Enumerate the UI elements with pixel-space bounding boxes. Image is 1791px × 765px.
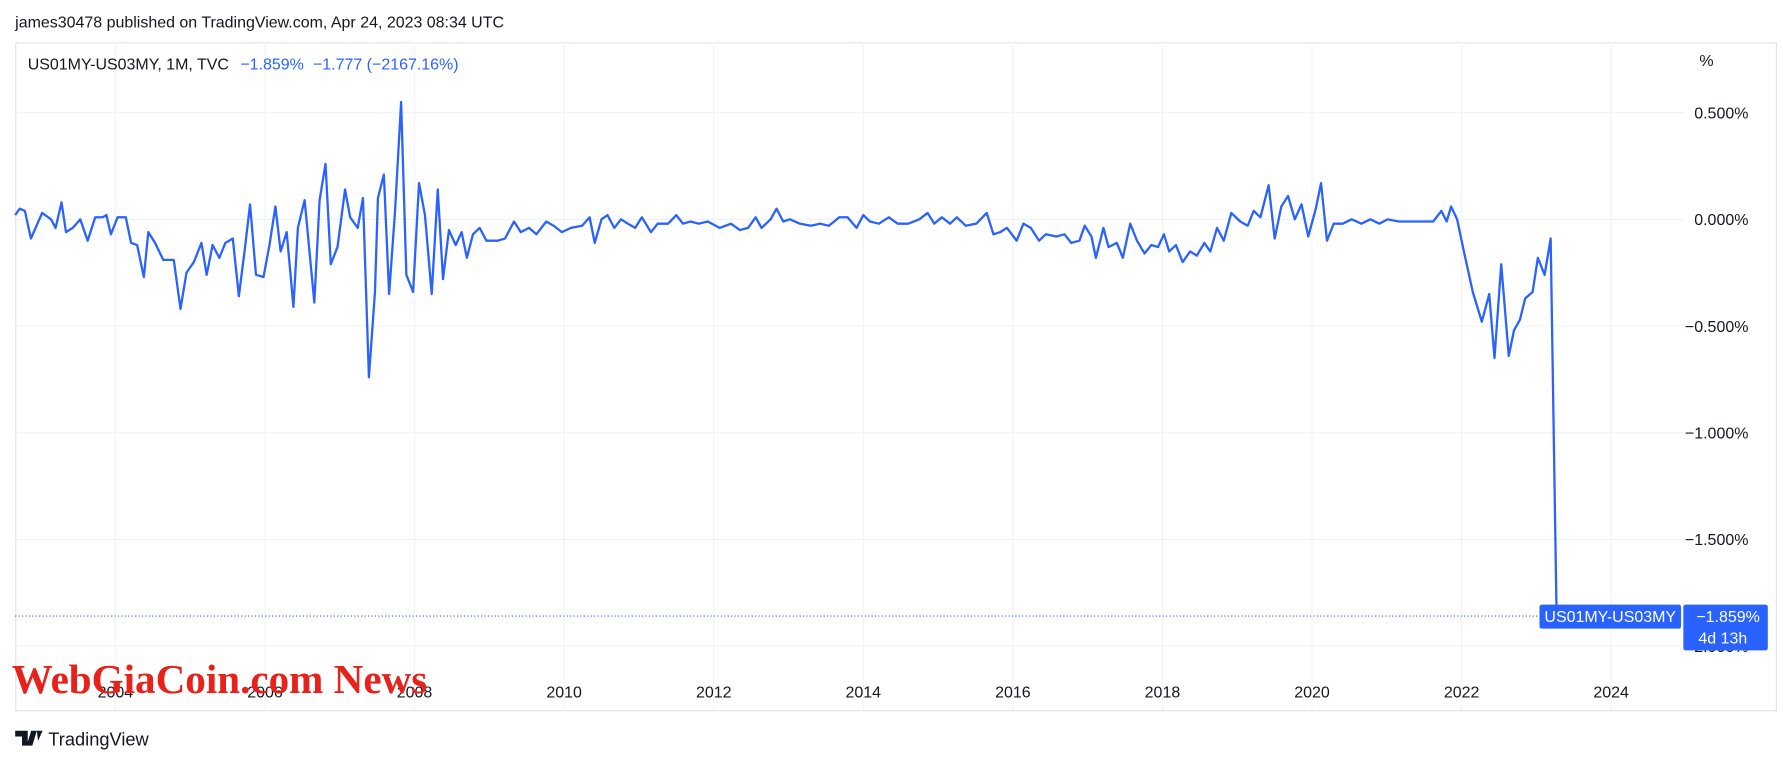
x-tick-label: 2004 bbox=[98, 685, 134, 702]
price-label-box bbox=[1683, 604, 1768, 651]
legend-change: −1.777 (−2167.16%) bbox=[313, 57, 459, 74]
watermark: WebGiaCoin.com News bbox=[12, 656, 428, 702]
x-tick-label: 2014 bbox=[846, 685, 882, 702]
x-tick-label: 2022 bbox=[1444, 685, 1480, 702]
tradingview-logo: TradingView bbox=[15, 729, 150, 750]
y-tick-label: −0.500% bbox=[1685, 319, 1749, 336]
y-tick-label: −1.500% bbox=[1685, 532, 1749, 549]
y-tick-label: 0.000% bbox=[1694, 212, 1748, 229]
symbol-label-box bbox=[1539, 604, 1682, 629]
axis-unit: % bbox=[1699, 53, 1713, 70]
x-tick-label: 2018 bbox=[1145, 685, 1181, 702]
legend-value: −1.859% bbox=[240, 57, 304, 74]
x-tick-label: 2006 bbox=[247, 685, 283, 702]
series-line bbox=[14, 100, 1558, 617]
price-label: −1.859% bbox=[1696, 609, 1760, 626]
brand-name: TradingView bbox=[48, 729, 149, 750]
x-tick-label: 2012 bbox=[696, 685, 732, 702]
x-tick-label: 2008 bbox=[397, 685, 433, 702]
symbol-label: US01MY-US03MY bbox=[1544, 609, 1676, 626]
countdown-label: 4d 13h bbox=[1698, 630, 1747, 647]
x-tick-label: 2016 bbox=[995, 685, 1031, 702]
x-tick-label: 2010 bbox=[546, 685, 582, 702]
legend: US01MY-US03MY, 1M, TVC −1.859% −1.777 (−21… bbox=[28, 57, 459, 74]
price-labels: 2004 2006 2008 2010 2012 2014 2016 2018 2020 2022… bbox=[98, 105, 1768, 702]
x-tick-label: 2024 bbox=[1593, 685, 1629, 702]
plot bbox=[14, 100, 1558, 617]
x-tick-label: 2020 bbox=[1294, 685, 1330, 702]
y-tick-label: 0.500% bbox=[1694, 105, 1748, 122]
publish-info: james30478 published on TradingView.com,… bbox=[14, 14, 504, 31]
logo-icon bbox=[15, 730, 43, 746]
y-tick-label: −1.000% bbox=[1685, 425, 1749, 442]
chart-frame bbox=[15, 42, 1777, 712]
legend-title: US01MY-US03MY, 1M, TVC bbox=[28, 57, 229, 74]
